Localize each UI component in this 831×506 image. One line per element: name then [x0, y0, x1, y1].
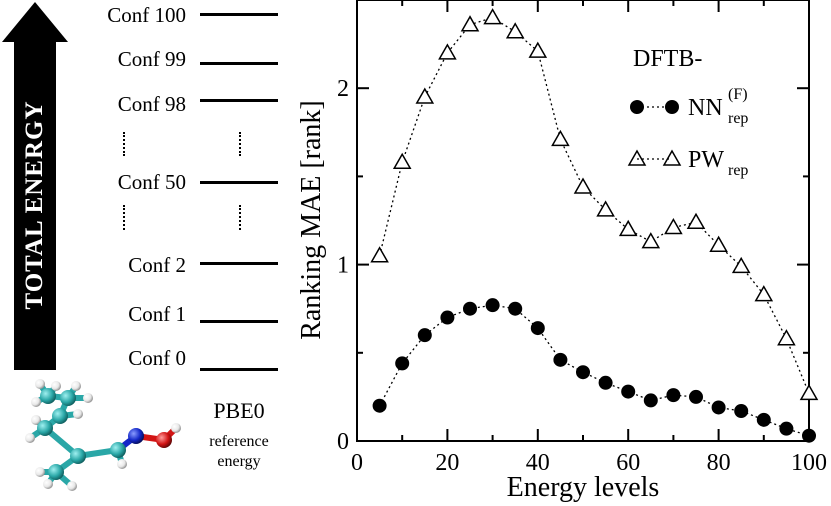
data-point-nn: [372, 398, 387, 413]
data-point-pw: [415, 87, 435, 104]
axis-ticks: 0 20 40 60 80 100 0 1 2: [337, 0, 827, 476]
data-point-nn: [508, 301, 523, 316]
data-point-nn: [576, 365, 590, 380]
level-line-conf-99: [200, 62, 278, 65]
data-point-nn: [553, 352, 568, 367]
data-point-pw: [551, 129, 570, 147]
arrow-label: TOTAL ENERGY: [21, 100, 48, 310]
data-point-pw: [641, 232, 661, 249]
data-point-nn: [463, 301, 477, 316]
legend-marker: [662, 149, 682, 166]
data-point-pw: [460, 15, 480, 32]
data-point-nn: [440, 310, 455, 325]
y-tick-label: 1: [337, 253, 349, 279]
series-markers: [370, 8, 819, 443]
method-label: PBE0: [213, 398, 265, 423]
data-point-pw: [573, 177, 593, 194]
data-point-nn: [643, 393, 658, 408]
level-label-conf-0: Conf 0: [128, 346, 186, 370]
level-line-conf-2: [200, 262, 278, 265]
level-label-conf-98: Conf 98: [117, 92, 186, 116]
level-label-conf-2: Conf 2: [128, 253, 186, 277]
level-line-conf-50: [200, 181, 278, 184]
data-point-pw: [596, 200, 615, 217]
data-point-pw: [483, 8, 502, 25]
legend-marker: [627, 149, 647, 166]
legend-item-pw: PW rep: [627, 147, 748, 179]
molecule-image: [25, 379, 181, 491]
data-point-nn: [756, 412, 771, 427]
data-point-pw: [754, 285, 774, 302]
legend-label: NN(F) rep: [688, 86, 748, 127]
y-axis-label: Ranking MAE [rank]: [296, 100, 327, 340]
legend-item-nn: NN(F) rep: [630, 86, 748, 127]
data-point-nn: [711, 400, 726, 415]
level-line-conf-1: [200, 320, 278, 323]
level-line-conf-0: [200, 368, 278, 371]
data-point-nn: [802, 428, 816, 443]
x-tick-label: 20: [435, 450, 459, 476]
x-tick-label: 80: [707, 450, 731, 476]
x-tick-label: 40: [526, 450, 550, 476]
ellipsis-levels-lower: [239, 205, 241, 230]
level-line-conf-100: [200, 13, 278, 16]
data-point-pw: [777, 329, 796, 346]
level-label-conf-1: Conf 1: [128, 302, 186, 326]
data-point-nn: [779, 421, 794, 436]
ellipsis-labels-lower: [123, 205, 125, 230]
data-point-nn: [689, 389, 703, 404]
legend-superscript: (F): [728, 86, 748, 103]
y-tick-label: 2: [337, 76, 349, 102]
data-point-nn: [485, 298, 500, 313]
molecule-atoms: [25, 379, 181, 491]
x-tick-label: 60: [616, 450, 640, 476]
x-tick-label: 0: [351, 450, 363, 476]
data-point-nn: [598, 375, 613, 390]
level-label-conf-99: Conf 99: [117, 47, 186, 71]
data-point-nn: [530, 321, 545, 336]
data-point-nn: [417, 328, 432, 343]
arrow-head-icon: [2, 2, 68, 42]
x-tick-label: 100: [791, 450, 827, 476]
data-point-nn: [666, 388, 681, 403]
data-point-pw: [709, 235, 728, 252]
data-point-pw: [505, 22, 525, 39]
legend-title: DFTB-: [633, 46, 702, 72]
legend-marker: [665, 100, 679, 114]
series-lines: [378, 16, 810, 437]
arrow-shaft: [14, 40, 56, 370]
data-point-pw: [370, 246, 389, 263]
x-axis-label: Energy levels: [507, 472, 660, 503]
data-point-pw: [799, 383, 819, 401]
ranking-mae-chart: 0 20 40 60 80 100 0 1 2 Energy levels Ranking MA…: [296, 0, 827, 503]
data-point-nn: [395, 356, 410, 371]
reference-label: reference energy: [195, 432, 283, 472]
data-point-nn: [621, 384, 636, 399]
data-point-pw: [664, 218, 683, 235]
reference-label-line1: reference: [209, 433, 269, 450]
legend-subscript: rep: [728, 162, 748, 179]
data-point-pw: [392, 152, 412, 170]
series-line-pw: [378, 16, 810, 394]
data-point-pw: [731, 256, 751, 274]
y-tick-label: 0: [337, 429, 349, 455]
ellipsis-labels-upper: [123, 132, 125, 156]
reference-label-line2: energy: [217, 453, 261, 470]
data-point-pw: [438, 43, 457, 60]
legend-subscript: rep: [728, 110, 748, 127]
level-line-conf-98: [200, 99, 278, 102]
data-point-nn: [734, 404, 749, 419]
ellipsis-levels-upper: [239, 132, 241, 156]
data-point-pw: [618, 219, 638, 237]
data-point-pw: [528, 41, 548, 58]
level-label-conf-100: Conf 100: [107, 3, 186, 27]
data-point-pw: [686, 212, 706, 230]
level-label-conf-50: Conf 50: [117, 170, 186, 194]
legend-label: PW rep: [688, 147, 748, 179]
